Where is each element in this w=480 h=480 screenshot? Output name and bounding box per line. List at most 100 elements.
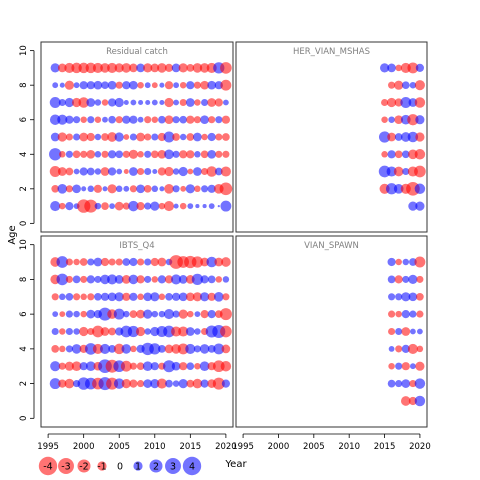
residual-bubble: [179, 98, 187, 107]
residual-bubble: [388, 345, 395, 352]
residual-bubble: [194, 311, 201, 318]
residual-bubble: [87, 116, 95, 124]
residual-bubble: [136, 184, 145, 194]
x-tick-label: 2020: [215, 442, 237, 452]
x-axis: 1995 2000 2005 2010 2015 2020: [37, 433, 237, 452]
residual-bubble: [114, 201, 124, 211]
y-tick-label: 0: [19, 221, 29, 226]
residual-bubble: [108, 258, 116, 266]
residual-bubble: [408, 292, 418, 302]
residual-bubble: [193, 116, 201, 124]
residual-bubble: [414, 256, 426, 268]
residual-bubble: [387, 379, 396, 388]
residual-bubble: [129, 362, 137, 370]
residual-bubble: [157, 63, 167, 73]
residual-bubble: [395, 380, 403, 388]
y-tick-label: 6: [19, 311, 29, 316]
residual-bubble: [151, 82, 158, 89]
residual-bubble: [193, 132, 202, 142]
residual-bubble: [163, 325, 175, 338]
residual-bubble: [73, 328, 80, 335]
residual-bubble: [136, 362, 145, 371]
residual-bubble: [129, 115, 138, 124]
residual-bubble: [65, 345, 73, 353]
residual-bubble: [219, 308, 232, 321]
residual-bubble: [163, 309, 175, 320]
x-tick-label: 1995: [232, 442, 254, 452]
bubble-series: [387, 256, 426, 407]
residual-bubble: [84, 199, 98, 213]
residual-bubble: [71, 344, 82, 354]
residual-bubble: [86, 309, 96, 319]
residual-bubble: [388, 81, 396, 89]
residual-bubble: [402, 258, 410, 266]
residual-bubble: [171, 292, 181, 301]
residual-bubble: [388, 362, 395, 370]
residual-bubble: [113, 343, 125, 355]
residual-bubble: [137, 380, 145, 388]
residual-bubble: [222, 150, 230, 158]
residual-bubble: [49, 166, 61, 177]
residual-bubble: [57, 114, 68, 125]
residual-bubble: [220, 200, 232, 212]
residual-bubble: [107, 132, 117, 142]
residual-bubble: [142, 361, 153, 372]
residual-bubble: [178, 275, 188, 284]
residual-bubble: [414, 395, 426, 407]
y-tick-label: 8: [19, 277, 29, 282]
residual-bubble: [415, 132, 425, 142]
residual-bubble: [414, 97, 426, 108]
legend-label: 1: [135, 462, 141, 473]
residual-bubble: [122, 258, 131, 266]
residual-bubble: [185, 343, 196, 354]
bubble-series: [378, 62, 426, 211]
residual-bubble: [94, 292, 102, 301]
residual-bubble: [387, 275, 396, 284]
residual-bubble: [144, 275, 152, 283]
residual-bubble: [73, 82, 80, 89]
residual-bubble: [221, 379, 231, 388]
residual-bubble: [93, 184, 103, 193]
residual-bubble: [59, 202, 66, 210]
residual-bubble: [85, 62, 97, 74]
panel-title: Residual catch: [106, 47, 168, 57]
residual-bubble: [143, 309, 153, 319]
residual-bubble: [207, 98, 217, 107]
residual-bubble: [201, 98, 209, 107]
residual-bubble: [214, 98, 223, 107]
residual-bubble: [414, 165, 426, 178]
y-tick-label: 0: [19, 416, 29, 421]
residual-bubble: [388, 327, 396, 336]
residual-bubble: [171, 361, 181, 371]
residual-bubble: [194, 362, 201, 370]
residual-bubble: [163, 360, 175, 373]
residual-bubble: [164, 149, 174, 160]
residual-bubble: [65, 115, 74, 124]
residual-bubble: [200, 257, 209, 267]
panel-frame: [235, 41, 428, 233]
panel-frame: [235, 235, 428, 428]
legend-label: -4: [43, 462, 52, 473]
residual-bubble: [73, 258, 80, 266]
residual-bubble: [164, 275, 174, 284]
residual-bubble: [79, 81, 88, 90]
residual-bubble: [129, 310, 138, 318]
residual-bubble: [207, 149, 217, 159]
residual-bubble: [65, 185, 73, 193]
residual-bubble: [80, 293, 87, 301]
residual-bubble: [115, 258, 123, 266]
residual-bubble: [185, 327, 195, 336]
residual-bubble: [185, 184, 195, 194]
residual-bubble: [215, 133, 223, 141]
residual-bubble: [145, 99, 151, 106]
residual-bubble: [79, 258, 88, 266]
residual-bubble: [416, 328, 423, 335]
residual-bubble: [115, 81, 123, 89]
legend-bubble: [97, 461, 107, 471]
residual-bubble: [401, 81, 410, 90]
residual-bubble: [136, 201, 145, 211]
residual-bubble: [86, 275, 95, 284]
residual-bubble: [150, 150, 159, 159]
residual-bubble: [93, 257, 103, 267]
residual-bubble: [65, 275, 73, 283]
